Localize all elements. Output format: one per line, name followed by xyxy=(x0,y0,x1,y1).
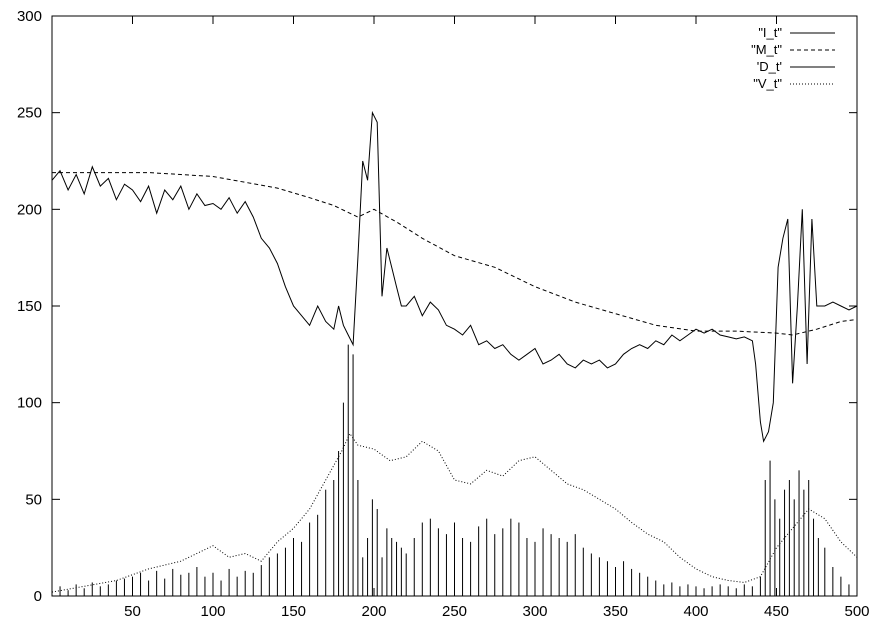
x-tick-label: 350 xyxy=(603,603,628,620)
series-1 xyxy=(52,172,858,336)
legend-label: "I_t" xyxy=(758,25,782,40)
y-tick-label: 150 xyxy=(17,298,42,315)
series-3 xyxy=(51,432,858,593)
x-tick-label: 150 xyxy=(281,603,306,620)
x-tick-label: 50 xyxy=(124,603,141,620)
legend: "I_t" "M_t" 'D_t' "V_t" xyxy=(751,25,835,91)
y-tick-label: 0 xyxy=(34,588,42,605)
x-tick-label: 400 xyxy=(683,603,708,620)
x-tick-label: 250 xyxy=(442,603,467,620)
series-layer xyxy=(51,110,858,596)
y-tick-label: 250 xyxy=(17,105,42,122)
y-tick-label: 100 xyxy=(17,395,42,412)
x-tick-label: 500 xyxy=(844,603,869,620)
x-tick-label: 200 xyxy=(361,603,386,620)
series-line xyxy=(51,110,858,443)
legend-label: 'D_t' xyxy=(757,59,782,74)
legend-label: "M_t" xyxy=(751,42,782,57)
x-tick-label: 300 xyxy=(522,603,547,620)
x-tick-label: 450 xyxy=(764,603,789,620)
y-tick-label: 300 xyxy=(17,8,42,25)
series-line xyxy=(52,172,858,336)
axis-layer: 50 100 150 200 250 300 350 400 450 500 0 50 100 150 20… xyxy=(17,8,870,620)
series-line xyxy=(51,432,858,593)
y-tick-label: 50 xyxy=(25,491,42,508)
series-2 xyxy=(51,344,858,596)
y-tick-label: 200 xyxy=(17,201,42,218)
plot-frame xyxy=(51,15,858,597)
x-tick-label: 100 xyxy=(200,603,225,620)
legend-label: "V_t" xyxy=(753,76,782,91)
series-0 xyxy=(51,110,858,443)
